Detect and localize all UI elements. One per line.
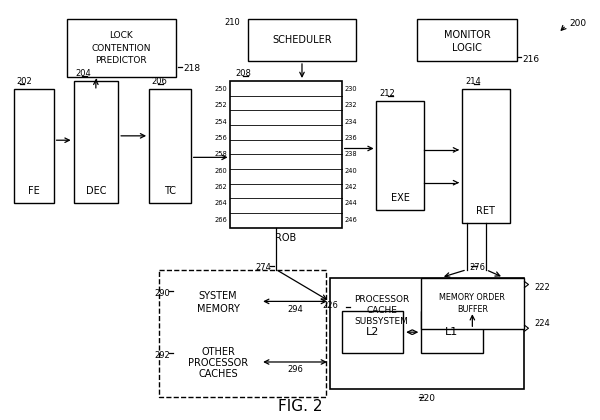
Text: 266: 266 bbox=[215, 217, 227, 223]
Bar bbox=[159, 270, 326, 397]
Text: FE: FE bbox=[28, 186, 40, 196]
Text: 292: 292 bbox=[154, 351, 170, 360]
Bar bbox=[376, 101, 424, 210]
Text: 212: 212 bbox=[379, 89, 395, 98]
Text: FIG. 2: FIG. 2 bbox=[278, 399, 322, 414]
Bar bbox=[176, 281, 260, 321]
Text: 238: 238 bbox=[345, 151, 358, 158]
Bar bbox=[421, 278, 524, 329]
Text: 230: 230 bbox=[345, 86, 358, 92]
Text: 290: 290 bbox=[154, 289, 170, 298]
Text: 232: 232 bbox=[345, 102, 358, 108]
Text: TC: TC bbox=[164, 186, 176, 196]
Text: LOGIC: LOGIC bbox=[452, 43, 482, 53]
Text: BUFFER: BUFFER bbox=[457, 305, 488, 314]
Text: EXE: EXE bbox=[391, 193, 410, 203]
Text: 222: 222 bbox=[535, 283, 550, 292]
Text: PROCESSOR: PROCESSOR bbox=[188, 358, 248, 368]
Text: L2: L2 bbox=[366, 327, 379, 337]
Bar bbox=[417, 19, 517, 61]
Text: PREDICTOR: PREDICTOR bbox=[95, 57, 147, 66]
Text: 262: 262 bbox=[215, 184, 227, 190]
Text: SCHEDULER: SCHEDULER bbox=[272, 35, 332, 45]
Text: MONITOR: MONITOR bbox=[443, 30, 490, 40]
Text: RET: RET bbox=[476, 206, 495, 216]
Text: 218: 218 bbox=[184, 64, 201, 74]
Text: 202: 202 bbox=[16, 77, 32, 87]
Text: 240: 240 bbox=[345, 168, 358, 174]
Text: 242: 242 bbox=[345, 184, 358, 190]
Text: LOCK: LOCK bbox=[109, 31, 133, 39]
Bar bbox=[176, 339, 260, 385]
Text: 200: 200 bbox=[569, 19, 586, 28]
Text: PROCESSOR: PROCESSOR bbox=[354, 295, 409, 304]
Bar bbox=[74, 81, 118, 203]
Text: 204: 204 bbox=[76, 69, 91, 79]
Text: 252: 252 bbox=[215, 102, 227, 108]
Text: 220: 220 bbox=[418, 394, 435, 403]
Text: MEMORY: MEMORY bbox=[197, 304, 239, 314]
Text: 234: 234 bbox=[345, 119, 358, 125]
Bar bbox=[462, 89, 509, 223]
Text: 216: 216 bbox=[523, 55, 539, 63]
Text: 258: 258 bbox=[215, 151, 227, 158]
Bar bbox=[421, 311, 483, 353]
Text: 214: 214 bbox=[465, 77, 481, 87]
Text: 206: 206 bbox=[151, 77, 167, 87]
Text: 254: 254 bbox=[215, 119, 227, 125]
Text: 244: 244 bbox=[345, 200, 358, 206]
Text: 224: 224 bbox=[535, 319, 550, 328]
Bar bbox=[330, 278, 524, 389]
Text: 256: 256 bbox=[215, 135, 227, 141]
Text: SUBSYSTEM: SUBSYSTEM bbox=[355, 317, 409, 326]
Text: 264: 264 bbox=[215, 200, 227, 206]
Text: 236: 236 bbox=[345, 135, 358, 141]
Text: 210: 210 bbox=[224, 18, 241, 27]
Bar bbox=[230, 81, 342, 228]
Text: 294: 294 bbox=[287, 305, 303, 314]
Text: L1: L1 bbox=[445, 327, 458, 337]
Bar bbox=[67, 19, 176, 77]
Bar bbox=[248, 19, 356, 61]
Text: CACHES: CACHES bbox=[198, 369, 238, 379]
Text: CACHE: CACHE bbox=[366, 306, 397, 315]
Text: ROB: ROB bbox=[275, 233, 297, 243]
Bar bbox=[14, 89, 53, 203]
Text: 296: 296 bbox=[287, 365, 303, 375]
Text: 250: 250 bbox=[215, 86, 227, 92]
Text: 246: 246 bbox=[345, 217, 358, 223]
Text: 226: 226 bbox=[323, 301, 339, 310]
Text: DEC: DEC bbox=[86, 186, 106, 196]
Text: SYSTEM: SYSTEM bbox=[199, 291, 238, 302]
Text: MEMORY ORDER: MEMORY ORDER bbox=[439, 293, 505, 302]
Text: 208: 208 bbox=[235, 69, 251, 79]
Text: 260: 260 bbox=[215, 168, 227, 174]
Text: CONTENTION: CONTENTION bbox=[91, 44, 151, 52]
Text: 274: 274 bbox=[256, 263, 271, 272]
Bar bbox=[149, 89, 191, 203]
Bar bbox=[342, 311, 403, 353]
Text: OTHER: OTHER bbox=[201, 347, 235, 357]
Text: 276: 276 bbox=[470, 263, 486, 272]
